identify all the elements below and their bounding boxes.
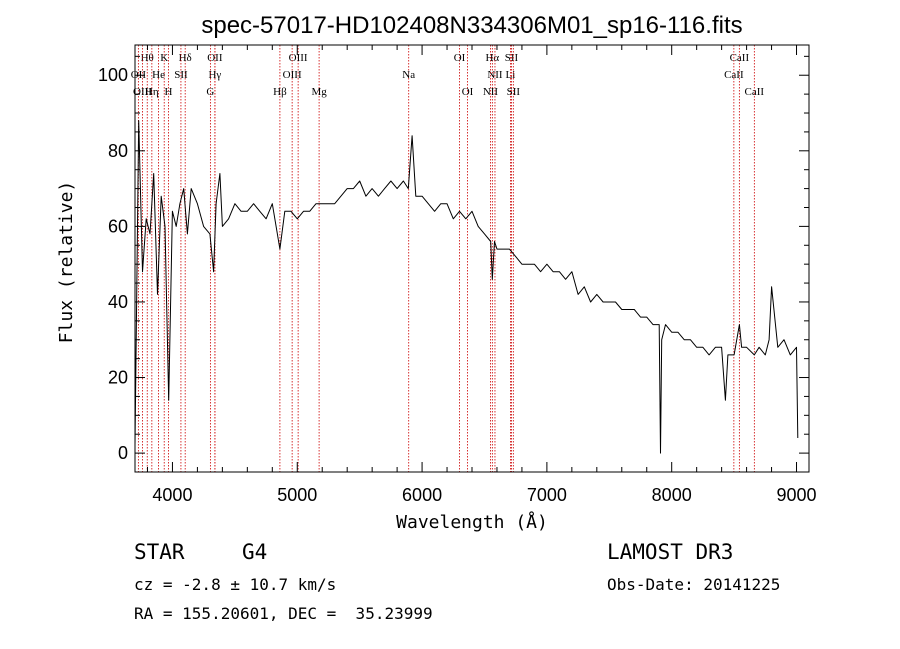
x-tick-label: 6000 — [402, 485, 442, 505]
marker-label: NII — [483, 86, 499, 98]
marker-label: OI — [454, 52, 466, 64]
x-tick-label: 7000 — [527, 485, 567, 505]
marker-label: Na — [402, 69, 415, 81]
marker-label: He — [152, 69, 165, 81]
marker-label: Li — [506, 69, 516, 81]
marker-label: OI — [462, 86, 474, 98]
marker-label: Hη — [145, 86, 159, 98]
y-tick-label: 40 — [108, 292, 128, 312]
marker-label: G — [206, 86, 214, 98]
x-tick-label: 8000 — [652, 485, 692, 505]
coordinates: RA = 155.20601, DEC = 35.23999 — [134, 604, 433, 623]
y-tick-label: 60 — [108, 216, 128, 236]
marker-label: SII — [507, 86, 521, 98]
y-tick-label: 20 — [108, 368, 128, 388]
marker-label: Mg — [311, 86, 327, 98]
marker-label: SII — [174, 69, 188, 81]
plot-frame — [134, 44, 810, 473]
marker-label: Hα — [485, 52, 499, 64]
marker-label: OIII — [289, 52, 308, 64]
y-tick-label: 100 — [98, 65, 128, 85]
x-axis-label: Wavelength (Å) — [396, 511, 548, 533]
x-tick-label: 5000 — [277, 485, 317, 505]
y-tick-label: 80 — [108, 141, 128, 161]
marker-label: NII — [487, 69, 503, 81]
y-tick-label: 0 — [118, 443, 128, 463]
marker-label: Hδ — [179, 52, 192, 64]
marker-label: CaII — [724, 69, 744, 81]
observation-date: Obs-Date: 20141225 — [607, 575, 781, 594]
marker-label: K — [160, 52, 168, 64]
marker-label: Hβ — [273, 86, 287, 98]
marker-label: H — [164, 86, 172, 98]
marker-label: OIII — [283, 69, 302, 81]
x-tick-label: 9000 — [776, 485, 816, 505]
y-axis-label: Flux (relative) — [56, 181, 77, 344]
spectrum-line — [134, 120, 799, 454]
marker-label: CaII — [745, 86, 765, 98]
marker-label: CaII — [730, 52, 750, 64]
redshift-value: cz = -2.8 ± 10.7 km/s — [134, 575, 337, 594]
survey-name: LAMOST DR3 — [607, 540, 734, 564]
chart-title: spec-57017-HD102408N334306M01_sp16-116.f… — [201, 12, 742, 39]
x-tick-label: 4000 — [152, 485, 192, 505]
object-class: STAR — [134, 540, 185, 564]
marker-label: Hγ — [208, 69, 221, 81]
marker-label: SII — [505, 52, 519, 64]
marker-label: Hθ — [141, 52, 154, 64]
axis-ticks: 4000 5000 6000 7000 8000 9000 0 20 40 60 80 100 — [98, 45, 817, 505]
marker-label: OIII — [133, 86, 152, 98]
object-subclass: G4 — [242, 540, 268, 564]
spectrum-series — [134, 120, 799, 454]
